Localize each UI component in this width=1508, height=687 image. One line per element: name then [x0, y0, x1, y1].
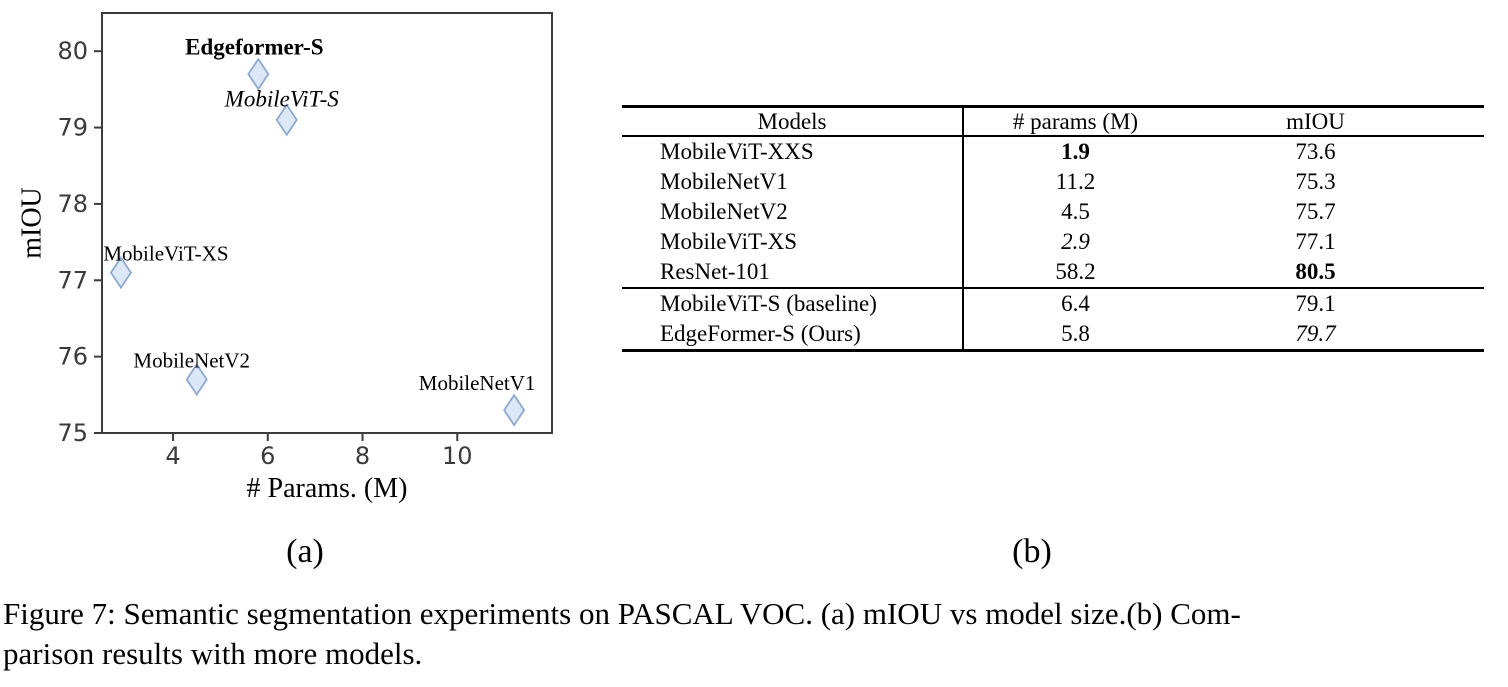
table-header-row: Models # params (M) mIOU: [622, 106, 1484, 137]
y-tick-label: 80: [57, 37, 88, 65]
caption-line-2: parison results with more models.: [3, 636, 423, 671]
params-value-cell: 11.2: [1055, 169, 1096, 194]
x-tick-label: 10: [442, 442, 473, 470]
data-point-marker: [275, 103, 298, 137]
panel-a-label: (a): [286, 533, 324, 570]
plot-border: [101, 12, 553, 434]
params-value-cell: 5.8: [1061, 321, 1090, 346]
data-point-marker: [247, 57, 270, 91]
miou-value-cell: 79.7: [1295, 321, 1336, 346]
table-row: MobileNetV2 4.5 75.7: [622, 197, 1484, 227]
miou-value-cell: 75.3: [1295, 169, 1336, 194]
model-name-cell: MobileViT-XXS: [622, 136, 964, 167]
model-name-cell: MobileNetV1: [622, 167, 964, 197]
y-tick-label: 76: [57, 343, 88, 371]
x-tick-label: 6: [260, 442, 275, 470]
miou-value-cell: 73.6: [1295, 139, 1336, 164]
data-point-label: MobileNetV1: [419, 371, 536, 395]
data-point-marker: [503, 393, 526, 427]
comparison-table: Models # params (M) mIOU MobileViT-XXS 1.9 73…: [622, 105, 1484, 352]
miou-vs-params-scatter-chart: 4 6 8 10 75 76 77 78 79 80 # Params. (M) mIOU Edgefo…: [17, 12, 553, 504]
x-tick-label: 4: [165, 442, 180, 470]
column-header: mIOU: [1187, 106, 1484, 137]
y-tick-label: 77: [57, 266, 88, 294]
x-axis-label: # Params. (M): [247, 473, 408, 504]
params-value-cell: 2.9: [1061, 229, 1090, 254]
y-axis-label: mIOU: [17, 187, 48, 259]
panel-b-label: (b): [1012, 533, 1052, 570]
table-row: MobileViT-XS 2.9 77.1: [622, 227, 1484, 257]
table-row: EdgeFormer-S (Ours) 5.8 79.7: [622, 319, 1484, 351]
model-name-cell: MobileViT-S (baseline): [622, 287, 964, 319]
table-row: ResNet-101 58.2 80.5: [622, 257, 1484, 288]
miou-value-cell: 79.1: [1187, 287, 1484, 319]
data-point-label: MobileViT-S: [224, 86, 340, 111]
table-row: MobileViT-XXS 1.9 73.6: [622, 136, 1484, 167]
data-point-marker: [109, 256, 133, 290]
column-header: Models: [622, 106, 964, 137]
y-tick-label: 78: [57, 190, 88, 218]
data-point-label: MobileViT-XS: [103, 242, 228, 266]
miou-value-cell: 77.1: [1295, 229, 1336, 254]
params-value-cell: 58.2: [1055, 259, 1096, 284]
figure-caption: Figure 7: Semantic segmentation experime…: [3, 594, 1508, 674]
model-name-cell: EdgeFormer-S (Ours): [622, 319, 964, 351]
table-row: MobileNetV1 11.2 75.3: [622, 167, 1484, 197]
model-name-cell: ResNet-101: [622, 257, 964, 288]
caption-line-1: Figure 7: Semantic segmentation experime…: [3, 596, 1241, 631]
data-point-label: MobileNetV2: [133, 349, 250, 373]
y-tick-label: 79: [57, 114, 88, 142]
table-row: MobileViT-S (baseline) 6.4 79.1: [622, 287, 1484, 319]
x-tick-label: 8: [355, 442, 370, 470]
params-value-cell: 6.4: [963, 287, 1187, 319]
miou-value-cell: 80.5: [1295, 259, 1336, 284]
miou-value-cell: 75.7: [1295, 199, 1336, 224]
data-point-label: Edgeformer-S: [185, 35, 323, 60]
params-value-cell: 4.5: [1061, 199, 1090, 224]
column-header: # params (M): [963, 106, 1187, 137]
data-point-marker: [185, 362, 208, 397]
y-tick-label: 75: [57, 419, 88, 447]
model-name-cell: MobileViT-XS: [622, 227, 964, 257]
params-value-cell: 1.9: [1061, 139, 1090, 164]
model-name-cell: MobileNetV2: [622, 197, 964, 227]
